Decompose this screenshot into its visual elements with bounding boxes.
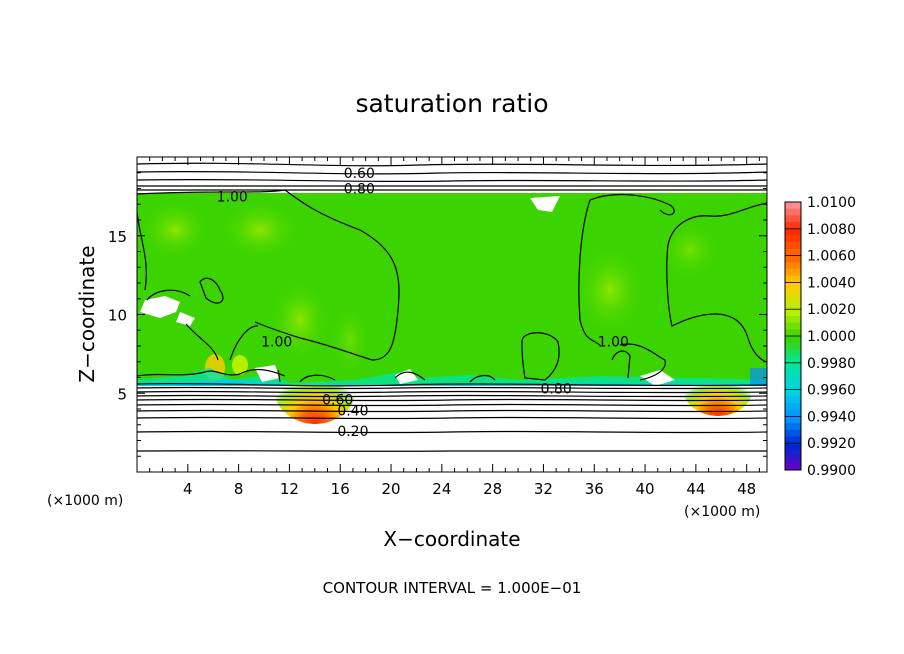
colorbar-label: 1.0020 <box>807 302 856 318</box>
contour-label: 0.60 <box>344 166 375 182</box>
colorbar-label: 0.9940 <box>807 409 856 425</box>
colorbar-segment <box>785 416 801 424</box>
x-axis-unit-left: (×1000 m) <box>47 493 123 509</box>
y-axis-label: Z−coordinate <box>75 245 99 382</box>
colorbar-segment <box>785 329 801 337</box>
colorbar-segment <box>785 322 801 330</box>
x-tick-label: 32 <box>534 480 553 498</box>
colorbar-segment <box>785 262 801 270</box>
colorbar-segment <box>785 336 801 344</box>
x-tick-label: 8 <box>234 480 244 498</box>
x-tick-label: 36 <box>585 480 604 498</box>
x-axis: 4 8 12 16 20 24 28 32 36 40 44 48 <box>149 157 760 498</box>
contour-label: 0.80 <box>541 382 572 398</box>
x-tick-label: 40 <box>636 480 655 498</box>
colorbar-segment <box>785 242 801 250</box>
colorbar-segment <box>785 269 801 277</box>
colorbar-label: 0.9920 <box>807 436 856 452</box>
colorbar-segment <box>785 356 801 364</box>
colorbar-segment <box>785 255 801 263</box>
contour-lines <box>137 162 767 452</box>
colorbar: 1.0100 1.0080 1.0060 1.0040 1.0020 1.0000 0.99… <box>784 195 856 479</box>
x-tick-label: 12 <box>280 480 299 498</box>
colorbar-label: 0.9900 <box>807 463 856 479</box>
colorbar-segment <box>785 423 801 431</box>
colorbar-label: 0.9980 <box>807 356 856 372</box>
x-axis-unit-right: (×1000 m) <box>684 504 760 520</box>
colorbar-segment <box>785 396 801 404</box>
contour-label: 0.80 <box>344 182 375 198</box>
colorbar-segment <box>785 369 801 377</box>
colorbar-segment <box>785 208 801 216</box>
colorbar-label: 1.0040 <box>807 275 856 291</box>
colorbar-segment <box>785 289 801 297</box>
colorbar-segment <box>785 376 801 384</box>
y-tick-label: 10 <box>108 307 127 325</box>
colorbar-segment <box>785 429 801 437</box>
contour-label: 0.40 <box>337 404 368 420</box>
colorbar-segment <box>785 282 801 290</box>
colorbar-label: 1.0060 <box>807 249 856 265</box>
x-tick-label: 44 <box>686 480 705 498</box>
colorbar-segment <box>785 309 801 317</box>
y-tick-label: 15 <box>108 228 127 246</box>
contour-interval-note: CONTOUR INTERVAL = 1.000E−01 <box>323 579 582 597</box>
y-tick-label: 5 <box>117 385 127 403</box>
contour-label: 0.60 <box>322 393 353 409</box>
colorbar-label: 1.0000 <box>807 329 856 345</box>
colorbar-segment <box>785 228 801 236</box>
colorbar-segment <box>785 409 801 417</box>
colorbar-segment <box>785 342 801 350</box>
x-tick-label: 48 <box>737 480 756 498</box>
colorbar-segment <box>785 463 801 471</box>
colorbar-segment <box>785 456 801 464</box>
colorbar-segment <box>785 275 801 283</box>
colorbar-segment <box>785 389 801 397</box>
colorbar-segment <box>785 382 801 391</box>
colorbar-segment <box>785 302 801 310</box>
chart-title: saturation ratio <box>355 89 548 118</box>
colorbar-segment <box>785 248 801 257</box>
colorbar-segment <box>785 403 801 411</box>
y-axis: 5 10 15 <box>108 172 767 457</box>
x-tick-label: 16 <box>331 480 350 498</box>
x-tick-label: 4 <box>183 480 193 498</box>
contour-label: 1.00 <box>598 334 629 350</box>
colorbar-segment <box>785 222 801 230</box>
x-tick-label: 20 <box>381 480 400 498</box>
colorbar-segment <box>785 215 801 223</box>
colorbar-segment <box>785 202 801 210</box>
x-axis-label: X−coordinate <box>383 527 520 551</box>
colorbar-segment <box>785 235 801 243</box>
colorbar-segment <box>785 436 801 444</box>
colorbar-label: 1.0080 <box>807 222 856 238</box>
contour-label: 1.00 <box>217 189 248 205</box>
contour-label: 1.00 <box>261 334 292 350</box>
x-tick-label: 24 <box>432 480 451 498</box>
contour-label: 0.20 <box>337 424 368 440</box>
colorbar-label: 0.9960 <box>807 383 856 399</box>
colorbar-segment <box>785 362 801 370</box>
colorbar-segment <box>785 449 801 458</box>
colorbar-segment <box>785 349 801 357</box>
colorbar-segment <box>785 443 801 451</box>
x-tick-label: 28 <box>483 480 502 498</box>
colorbar-label: 1.0100 <box>807 195 856 211</box>
colorbar-segment <box>785 315 801 324</box>
color-field: 0.600.801.001.00 1.000.800.600.400.20 <box>137 157 767 472</box>
colorbar-segment <box>785 295 801 303</box>
